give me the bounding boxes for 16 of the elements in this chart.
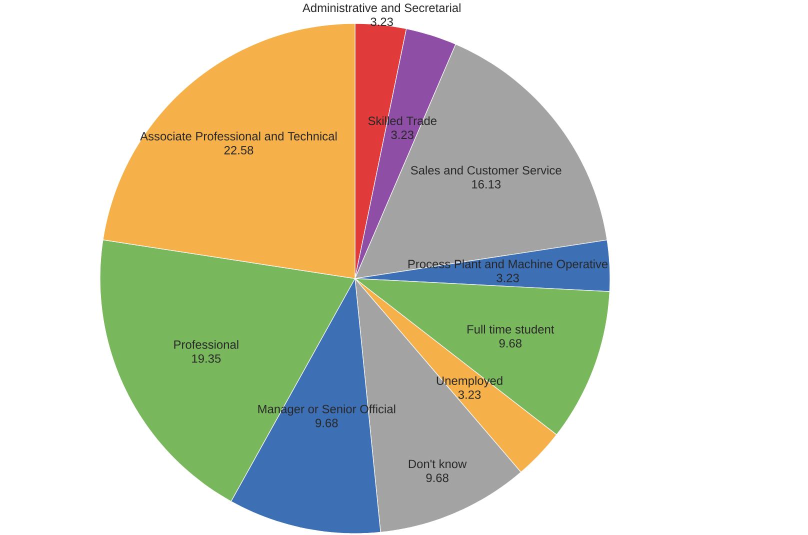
slice-label: Administrative and Secretarial (302, 4, 460, 12)
data-label: 16.13 (472, 180, 501, 189)
data-label: 19.35 (192, 354, 221, 364)
slice-label: Process Plant and Machine Operative (408, 260, 608, 271)
slice-label: Professional (174, 340, 238, 350)
slice-label: Sales and Customer Service (410, 166, 562, 175)
data-label: 3.23 (458, 390, 481, 400)
data-label: 9.68 (499, 339, 522, 348)
data-label: 3.23 (370, 18, 393, 26)
data-label: 22.58 (224, 146, 254, 155)
data-label: 9.68 (316, 419, 338, 428)
slice-label: Don't know (408, 460, 467, 468)
data-label: 3.23 (391, 130, 414, 140)
slice-label: Full time student (468, 325, 554, 334)
data-label: 9.68 (426, 474, 448, 482)
data-label: 3.23 (496, 274, 519, 282)
